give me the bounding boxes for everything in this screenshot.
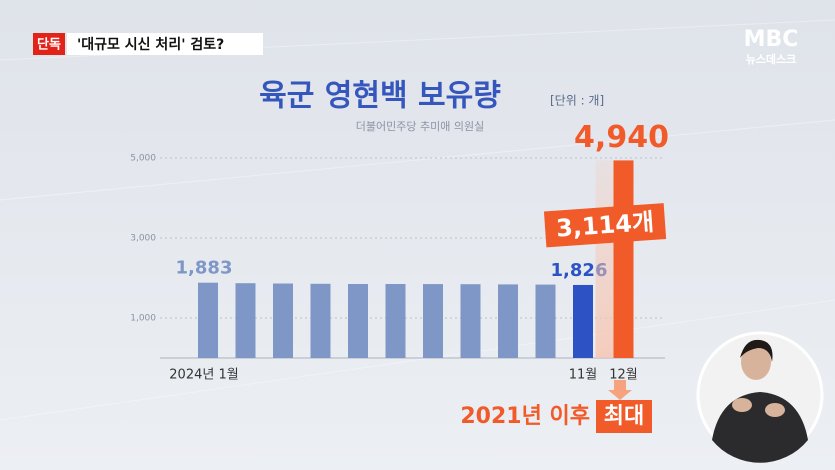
interpreter [696, 331, 824, 463]
bar [573, 284, 593, 358]
value-label: 1,883 [176, 258, 233, 279]
increase-box [543, 203, 667, 248]
note-box [596, 400, 652, 433]
headline: '대규모 시신 처리' 검토? [77, 36, 224, 53]
headline-box [67, 33, 263, 55]
bar [198, 282, 218, 358]
bar [535, 284, 556, 358]
bar [423, 284, 443, 358]
bar-glow [595, 160, 614, 358]
bar [348, 284, 368, 358]
bar [385, 284, 406, 358]
bar [273, 283, 293, 358]
bar [235, 283, 256, 358]
badge: 단독 [37, 37, 61, 53]
value-label: 1,826 [551, 260, 608, 281]
bar [310, 283, 331, 358]
y-tick-label: 3,000 [130, 234, 156, 244]
y-tick-label: 5,000 [130, 154, 156, 164]
bar [613, 160, 634, 358]
x-tick-label: 2024년 1월 [169, 368, 238, 383]
logo-brand: MBC [744, 27, 799, 52]
chart-subtitle: 더불어민주당 추미애 의원실 [356, 120, 484, 133]
value-label: 4,940 [574, 120, 669, 155]
x-tick-label: 12월 [609, 368, 638, 383]
note-highlight: 최대 [604, 404, 644, 429]
logo-program: 뉴스데스크 [746, 52, 797, 66]
increase-callout: 3,114개 [543, 203, 667, 248]
x-tick-label: 11월 [569, 368, 598, 383]
unit: [단위 : 개] [550, 94, 604, 108]
bar [460, 284, 481, 358]
y-tick-label: 1,000 [130, 314, 156, 324]
note: 2021년 이후 [460, 404, 590, 429]
chart-title: 육군 영현백 보유량 [259, 79, 501, 114]
increase-label: 3,114개 [555, 208, 655, 243]
badge-box [33, 33, 65, 55]
down-arrow [608, 380, 632, 400]
bar [498, 284, 518, 358]
